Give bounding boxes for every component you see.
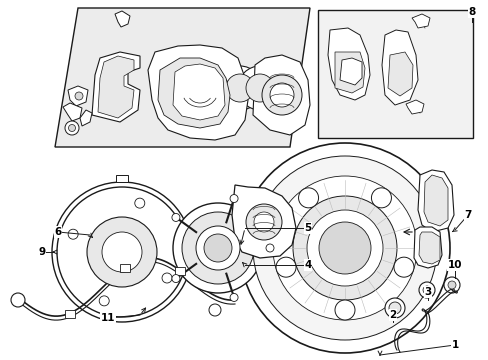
Text: 2: 2 (388, 310, 396, 320)
Circle shape (185, 108, 205, 128)
Polygon shape (381, 30, 417, 105)
Circle shape (265, 244, 273, 252)
Text: 4: 4 (304, 260, 311, 270)
Circle shape (422, 286, 430, 294)
Circle shape (269, 83, 293, 107)
Polygon shape (92, 52, 140, 122)
Text: 5: 5 (304, 223, 311, 233)
Circle shape (306, 210, 382, 286)
Polygon shape (387, 52, 412, 96)
Text: 11: 11 (101, 313, 115, 323)
Polygon shape (115, 11, 130, 27)
Circle shape (252, 156, 436, 340)
Polygon shape (411, 14, 429, 28)
Circle shape (172, 213, 180, 221)
Polygon shape (148, 45, 247, 140)
Circle shape (68, 125, 75, 131)
Circle shape (292, 196, 396, 300)
Text: 8: 8 (468, 7, 475, 17)
Circle shape (172, 275, 180, 283)
Circle shape (191, 113, 201, 123)
Text: 10: 10 (447, 260, 461, 270)
Polygon shape (339, 58, 361, 85)
Bar (317, 10, 472, 138)
Polygon shape (334, 52, 364, 93)
Polygon shape (423, 175, 447, 226)
Circle shape (182, 212, 253, 284)
Circle shape (388, 302, 400, 314)
Polygon shape (418, 232, 439, 264)
Circle shape (65, 121, 79, 135)
Circle shape (245, 204, 282, 240)
Polygon shape (413, 227, 441, 268)
Text: 3: 3 (424, 287, 431, 297)
Text: 9: 9 (39, 247, 45, 257)
Polygon shape (405, 100, 423, 114)
Circle shape (102, 232, 142, 272)
Circle shape (240, 143, 449, 353)
Polygon shape (231, 185, 295, 258)
Circle shape (87, 217, 157, 287)
Circle shape (443, 277, 459, 293)
Circle shape (75, 92, 83, 100)
Circle shape (52, 182, 192, 322)
Circle shape (298, 188, 318, 208)
Text: 7: 7 (464, 210, 471, 220)
Circle shape (384, 298, 404, 318)
Circle shape (193, 66, 237, 110)
Polygon shape (173, 64, 224, 120)
Circle shape (218, 66, 262, 110)
Polygon shape (175, 267, 184, 275)
Polygon shape (158, 58, 229, 128)
Circle shape (272, 176, 416, 320)
Polygon shape (120, 264, 130, 272)
Circle shape (68, 229, 78, 239)
Circle shape (196, 226, 240, 270)
Polygon shape (252, 55, 309, 135)
Text: 6: 6 (54, 227, 61, 237)
Circle shape (418, 282, 434, 298)
Circle shape (447, 281, 455, 289)
Circle shape (229, 194, 238, 203)
Circle shape (208, 304, 221, 316)
Circle shape (135, 198, 144, 208)
Circle shape (275, 257, 295, 277)
Circle shape (162, 273, 172, 283)
Circle shape (253, 212, 273, 232)
Polygon shape (65, 310, 75, 318)
Circle shape (99, 296, 109, 306)
Polygon shape (55, 8, 309, 147)
Polygon shape (417, 170, 453, 232)
Text: 1: 1 (450, 340, 458, 350)
Circle shape (318, 222, 370, 274)
Circle shape (262, 75, 302, 115)
Circle shape (173, 203, 263, 293)
Polygon shape (98, 56, 134, 118)
Polygon shape (327, 28, 369, 100)
Circle shape (203, 234, 231, 262)
Circle shape (393, 257, 413, 277)
Polygon shape (80, 110, 92, 126)
Circle shape (229, 293, 238, 301)
Circle shape (245, 74, 273, 102)
Circle shape (238, 66, 282, 110)
Circle shape (225, 74, 253, 102)
Circle shape (11, 293, 25, 307)
Circle shape (371, 188, 390, 208)
Polygon shape (63, 103, 82, 121)
Polygon shape (68, 86, 88, 106)
Polygon shape (116, 175, 128, 182)
Circle shape (201, 74, 228, 102)
Circle shape (334, 300, 354, 320)
